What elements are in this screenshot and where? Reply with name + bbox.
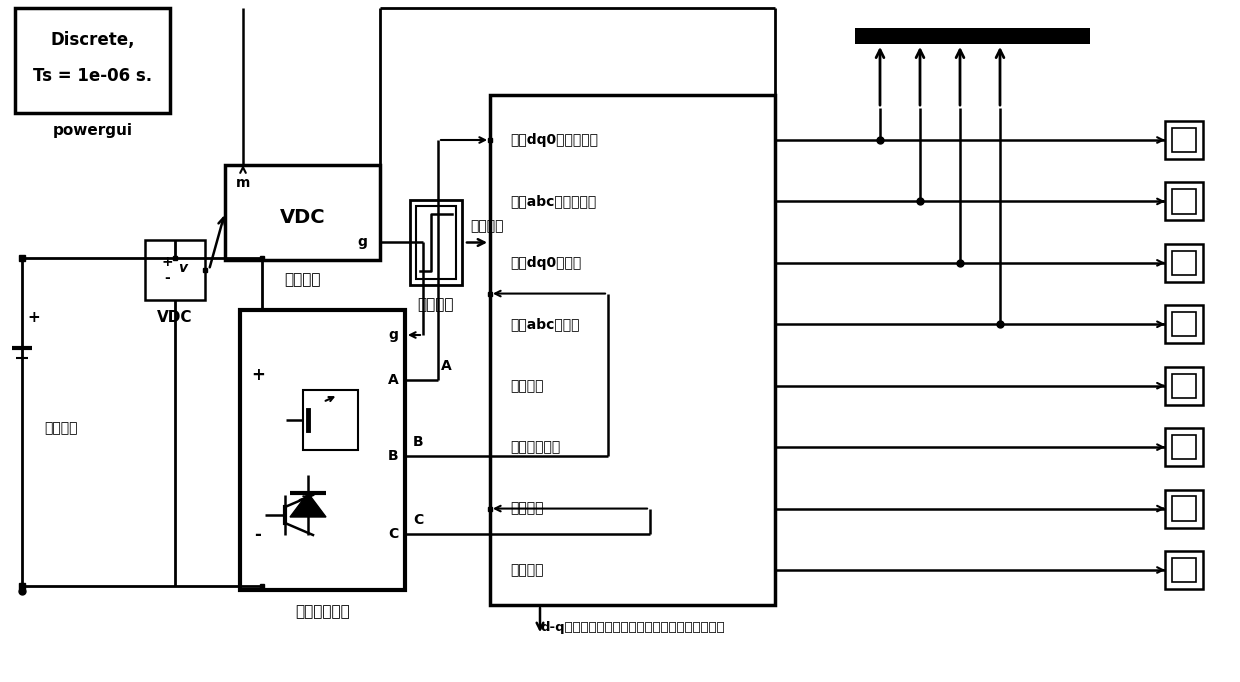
Text: 三相全桥逆变: 三相全桥逆变 xyxy=(295,604,350,619)
Bar xyxy=(145,240,205,300)
Text: 定子dq0轴电压: 定子dq0轴电压 xyxy=(510,256,582,270)
Text: 负载转矩: 负载转矩 xyxy=(470,220,503,233)
Text: +: + xyxy=(250,366,265,384)
Bar xyxy=(1172,558,1197,582)
Text: 系统效率: 系统效率 xyxy=(510,563,543,577)
Text: +: + xyxy=(161,255,172,269)
Text: Ts = 1e-06 s.: Ts = 1e-06 s. xyxy=(33,67,153,85)
Text: B: B xyxy=(388,449,398,462)
Text: -: - xyxy=(254,526,262,544)
Text: g: g xyxy=(388,328,398,342)
Bar xyxy=(1172,312,1197,336)
Text: powergui: powergui xyxy=(52,123,133,138)
Text: B: B xyxy=(413,434,424,449)
Text: m: m xyxy=(236,176,250,190)
Text: 转子电气转角: 转子电气转角 xyxy=(510,440,560,454)
Text: d-q坐标系下计及线性铁损永磁同步电机机电模型: d-q坐标系下计及线性铁损永磁同步电机机电模型 xyxy=(541,621,725,634)
Text: 电磁转矩: 电磁转矩 xyxy=(510,379,543,393)
Bar xyxy=(1166,367,1203,404)
Text: A: A xyxy=(388,373,398,387)
Text: C: C xyxy=(388,527,398,541)
Text: A: A xyxy=(440,359,451,373)
Bar xyxy=(1166,428,1203,466)
Text: 直流母线: 直流母线 xyxy=(43,421,77,435)
Bar xyxy=(490,95,775,605)
Bar xyxy=(1166,306,1203,343)
Text: v: v xyxy=(179,261,187,275)
Text: 定子abc轴输入电流: 定子abc轴输入电流 xyxy=(510,194,596,209)
Text: VDC: VDC xyxy=(157,310,192,325)
Bar xyxy=(1172,435,1197,459)
Text: VDC: VDC xyxy=(280,208,325,227)
Bar xyxy=(1172,496,1197,521)
Bar xyxy=(1166,490,1203,528)
Text: 定子abc轴电压: 定子abc轴电压 xyxy=(510,317,579,331)
Bar xyxy=(224,165,379,260)
Bar xyxy=(1172,128,1197,152)
Bar xyxy=(1166,121,1203,159)
Bar xyxy=(856,28,1090,44)
Bar xyxy=(1172,190,1197,213)
Bar xyxy=(415,206,456,279)
Text: Discrete,: Discrete, xyxy=(51,31,135,49)
Bar xyxy=(1172,251,1197,275)
Text: +: + xyxy=(27,310,40,325)
Text: 负载转矩: 负载转矩 xyxy=(418,297,454,312)
Polygon shape xyxy=(290,493,326,517)
Bar xyxy=(1166,244,1203,282)
Text: 定子dq0轴输入电流: 定子dq0轴输入电流 xyxy=(510,133,598,147)
Text: -: - xyxy=(164,271,170,285)
Text: 主控模块: 主控模块 xyxy=(284,273,321,288)
Text: 机械转速: 机械转速 xyxy=(510,501,543,516)
Bar xyxy=(1166,551,1203,589)
Bar xyxy=(15,8,170,113)
Text: g: g xyxy=(357,235,367,249)
Bar xyxy=(410,200,463,285)
Bar xyxy=(1172,374,1197,398)
Bar xyxy=(1166,182,1203,220)
Bar xyxy=(303,390,358,450)
Text: C: C xyxy=(413,513,423,527)
Bar xyxy=(241,310,405,590)
